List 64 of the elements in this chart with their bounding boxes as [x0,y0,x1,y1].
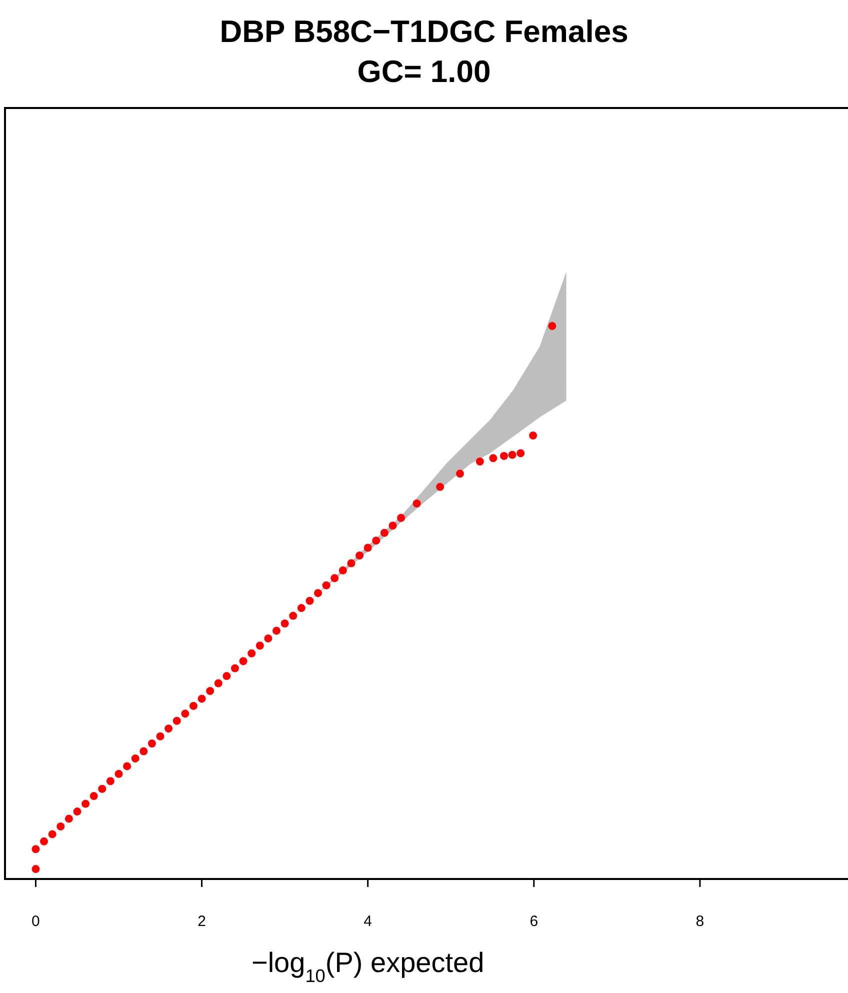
point [114,770,123,778]
point [131,754,140,762]
point [347,559,356,568]
point [280,620,289,628]
point [48,830,56,838]
point [456,470,464,478]
point [230,664,239,672]
point [40,837,48,846]
point [289,612,298,620]
point [489,454,498,462]
point [164,724,173,733]
point [222,672,231,680]
x-tick-label: 2 [198,913,206,930]
point [548,322,556,330]
point [380,528,388,537]
point [364,544,372,552]
point [297,604,306,612]
point [123,762,132,770]
point [156,732,164,740]
point [106,777,114,786]
point [140,747,148,756]
point [206,686,214,695]
point [256,642,264,650]
point [73,808,82,816]
point [397,514,406,522]
point [272,626,281,635]
point [412,500,421,508]
point [214,679,222,688]
point [148,740,156,748]
chart-subtitle: GC= 1.00 [357,54,491,89]
point [516,449,525,458]
point [338,566,347,574]
x-tick-label: 0 [32,913,40,930]
point [32,865,40,874]
point [356,551,364,560]
x-axis-title: −log$_{10}$(P) expected [251,947,484,986]
point [32,845,40,854]
point [314,589,322,598]
point [248,649,256,658]
point [330,574,339,582]
point [172,716,181,725]
point [500,452,508,460]
point [239,657,248,666]
point [90,792,98,800]
x-tick-label: 6 [530,913,538,930]
point [198,694,206,703]
point [508,450,516,459]
point [306,596,314,605]
point [82,800,90,808]
point [264,634,272,642]
point [436,482,444,491]
point [529,431,538,440]
point [56,822,65,830]
point [388,522,397,530]
point [64,814,73,823]
x-tick-label: 8 [696,913,704,930]
point [98,784,106,793]
point [189,702,198,710]
x-tick-label: 4 [364,913,372,930]
point [322,581,330,590]
point [372,536,380,545]
point [476,457,484,466]
point [181,710,190,718]
chart-title: DBP B58C−T1DGC Females [220,14,628,49]
